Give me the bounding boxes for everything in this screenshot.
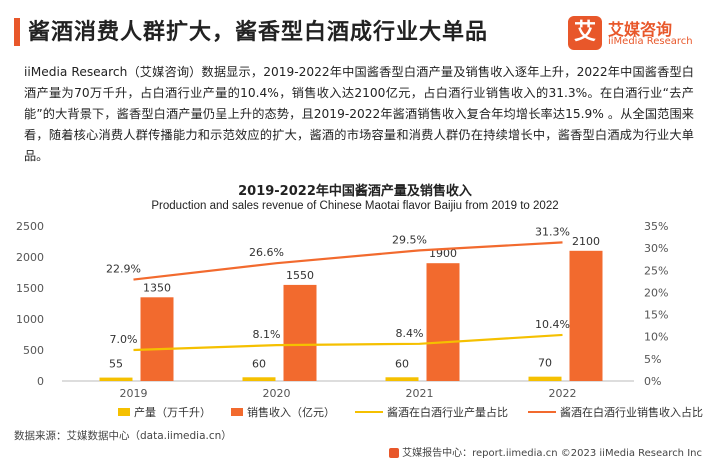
bar-production-2021 — [385, 377, 419, 381]
legend-swatch-production — [118, 408, 130, 416]
logo-text-cn: 艾媒咨询 — [608, 20, 673, 39]
bar-production-2022 — [528, 376, 562, 381]
label-revenue-share-2020: 26.6% — [249, 246, 284, 259]
bar-revenue-2022 — [569, 250, 603, 381]
label-production-2019: 55 — [109, 358, 123, 371]
legend-item-production-share: 酱酒在白酒行业产量占比 — [355, 404, 508, 420]
bar-revenue-2020 — [283, 284, 317, 381]
summary-text: iiMedia Research（艾媒咨询）数据显示，2019-2022年中国酱… — [24, 65, 694, 163]
legend-swatch-revenue-share — [528, 411, 556, 413]
y-left-tick-3: 1500 — [16, 282, 44, 295]
label-revenue-share-2021: 29.5% — [392, 233, 427, 246]
y-left-tick-5: 2500 — [16, 220, 44, 233]
footer-logo-icon — [389, 448, 400, 458]
label-production-share-2021: 8.4% — [396, 327, 424, 340]
chart: 0 500 1000 1500 2000 2500 0% 5% 10% 15% 20% 25% 30% 3… — [16, 220, 668, 400]
legend-label-revenue-share: 酱酒在白酒行业销售收入占比 — [560, 406, 703, 419]
logo-mark-icon: 艾 — [568, 16, 602, 50]
y-left-tick-2: 1000 — [16, 313, 44, 326]
legend-swatch-revenue — [231, 408, 243, 416]
label-production-share-2020: 8.1% — [253, 328, 281, 341]
data-source: 数据来源：艾媒数据中心（data.iimedia.cn） — [14, 430, 232, 442]
label-revenue-share-2022: 31.3% — [535, 225, 570, 238]
bar-revenue-2021 — [426, 263, 460, 381]
line-revenue-share — [133, 241, 563, 281]
x-tick-2020: 2020 — [263, 387, 291, 400]
label-production-2022: 70 — [538, 357, 552, 370]
label-production-2021: 60 — [395, 357, 409, 370]
label-revenue-2020: 1550 — [286, 269, 314, 282]
summary-paragraph: iiMedia Research（艾媒咨询）数据显示，2019-2022年中国酱… — [24, 62, 694, 167]
legend-label-revenue: 销售收入（亿元） — [247, 406, 335, 419]
chart-legend: 产量（万千升） 销售收入（亿元） 酱酒在白酒行业产量占比 酱酒在白酒行业销售收入… — [118, 404, 703, 420]
y-left-tick-1: 500 — [23, 344, 44, 357]
y-right-tick-6: 30% — [644, 242, 668, 255]
label-revenue-share-2019: 22.9% — [106, 263, 141, 276]
brand-logo: 艾 艾媒咨询 iiMedia Research — [568, 14, 704, 54]
x-tick-2021: 2021 — [406, 387, 434, 400]
y-right-tick-2: 10% — [644, 331, 668, 344]
bar-production-2019 — [99, 377, 133, 381]
bar-revenue-2019 — [140, 297, 174, 381]
footer-text: 艾媒报告中心：report.iimedia.cn ©2023 iiMedia R… — [402, 448, 702, 459]
y-right-tick-3: 15% — [644, 309, 668, 322]
y-right-tick-7: 35% — [644, 220, 668, 233]
footer-credit: 艾媒报告中心：report.iimedia.cn ©2023 iiMedia R… — [389, 444, 702, 459]
legend-label-production: 产量（万千升） — [134, 406, 211, 419]
y-left-tick-0: 0 — [37, 375, 44, 388]
legend-swatch-production-share — [355, 411, 383, 413]
y-right-tick-0: 0% — [644, 375, 661, 388]
label-production-share-2019: 7.0% — [110, 333, 138, 346]
x-tick-2022: 2022 — [549, 387, 577, 400]
chart-title: 2019-2022年中国酱酒产量及销售收入 — [238, 184, 472, 199]
title-accent-bar — [14, 18, 20, 46]
legend-item-revenue: 销售收入（亿元） — [231, 404, 335, 420]
page-title: 酱酒消费人群扩大，酱香型白酒成行业大单品 — [28, 20, 489, 45]
legend-item-revenue-share: 酱酒在白酒行业销售收入占比 — [528, 404, 703, 420]
chart-subtitle: Production and sales revenue of Chinese … — [151, 200, 559, 212]
y-left-tick-4: 2000 — [16, 251, 44, 264]
label-production-2020: 60 — [252, 357, 266, 370]
label-revenue-2019: 1350 — [143, 281, 171, 294]
logo-text-en: iiMedia Research — [608, 36, 693, 47]
y-right-tick-1: 5% — [644, 353, 661, 366]
bar-production-2020 — [242, 377, 276, 381]
y-right-tick-4: 20% — [644, 286, 668, 299]
x-tick-2019: 2019 — [120, 387, 148, 400]
y-right-tick-5: 25% — [644, 264, 668, 277]
line-production-share — [133, 333, 563, 352]
legend-label-production-share: 酱酒在白酒行业产量占比 — [387, 406, 508, 419]
label-revenue-2022: 2100 — [572, 235, 600, 248]
legend-item-production: 产量（万千升） — [118, 404, 211, 420]
label-production-share-2022: 10.4% — [535, 318, 570, 331]
